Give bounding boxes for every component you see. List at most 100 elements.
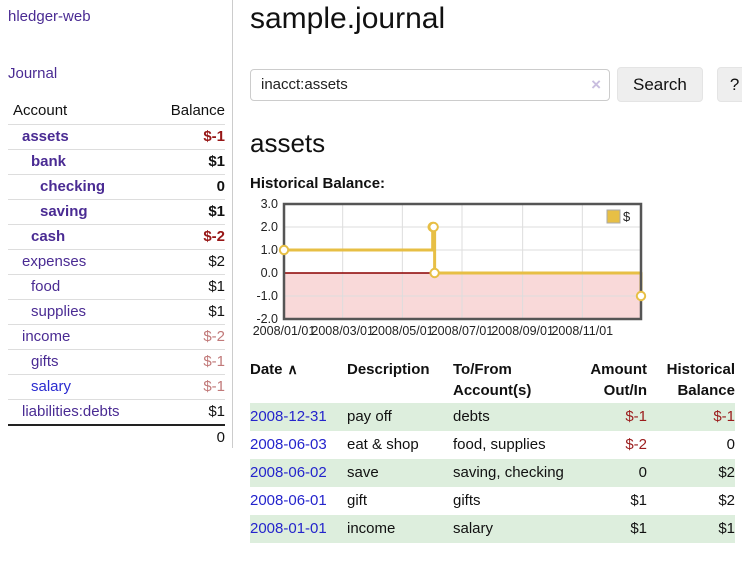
- search-button[interactable]: Search: [617, 67, 703, 102]
- accounts-header-account: Account: [8, 98, 150, 125]
- clear-search-icon[interactable]: ×: [591, 74, 601, 94]
- sidebar-account-link[interactable]: salary: [31, 378, 72, 395]
- register-header-to-from: To/From Account(s): [453, 361, 532, 399]
- svg-text:2008/01/01: 2008/01/01: [253, 324, 316, 338]
- transaction-date-link[interactable]: 2008-06-03: [250, 436, 327, 453]
- svg-text:2.0: 2.0: [261, 220, 278, 234]
- account-row: expenses $2: [8, 249, 225, 275]
- svg-text:0.0: 0.0: [261, 266, 278, 280]
- sidebar-account-link[interactable]: checking: [40, 178, 106, 195]
- svg-text:2008/05/01: 2008/05/01: [371, 324, 434, 338]
- accounts-total-value: 0: [149, 424, 225, 450]
- account-row: food $1: [8, 274, 225, 300]
- account-balance: $-1: [149, 124, 225, 150]
- register-header-historical: Historical Balance: [666, 361, 735, 399]
- register-header-date[interactable]: Date ∧: [250, 361, 298, 378]
- sidebar-account-link[interactable]: liabilities:debts: [22, 403, 120, 420]
- account-row: bank $1: [8, 149, 225, 175]
- account-row: salary $-1: [8, 374, 225, 400]
- page-title: sample.journal: [250, 2, 446, 35]
- accounts-header-balance: Balance: [149, 98, 225, 125]
- sidebar-account-link[interactable]: food: [31, 278, 61, 295]
- transaction-balance: 0: [726, 436, 735, 453]
- sidebar-item-journal[interactable]: Journal: [8, 65, 58, 82]
- account-row: cash $-2: [8, 224, 225, 250]
- balance-chart-svg: $3.0 2.0 1.0 0.0 -1.0 -2.02008/01/012008/03/0…: [253, 197, 647, 338]
- account-row: income $-2: [8, 324, 225, 350]
- accounts-total-row: 0: [8, 424, 225, 450]
- transaction-row[interactable]: 2008-01-01 income salary $1 $1: [250, 515, 735, 543]
- account-heading: assets: [250, 128, 326, 158]
- sidebar-account-link[interactable]: income: [22, 328, 71, 345]
- legend-swatch: [606, 209, 621, 224]
- sidebar-account-link[interactable]: assets: [22, 128, 69, 145]
- transaction-description: eat & shop: [347, 436, 419, 453]
- register-header-description: Description: [347, 361, 430, 378]
- account-balance: 0: [149, 174, 225, 200]
- transaction-balance: $2: [718, 464, 735, 481]
- main-content: sample.journal × Search ? assets Histori…: [233, 0, 742, 543]
- transaction-accounts: salary: [453, 520, 494, 537]
- transaction-balance: $-1: [713, 408, 735, 425]
- sidebar-account-link[interactable]: bank: [31, 153, 67, 170]
- transaction-accounts: saving, checking: [453, 464, 564, 481]
- transaction-description: pay off: [347, 408, 392, 425]
- sidebar: hledger-web Journal Account Balance asse…: [0, 0, 233, 543]
- search-form: × Search ?: [250, 67, 742, 102]
- legend-label: $: [623, 209, 631, 224]
- account-row: gifts $-1: [8, 349, 225, 375]
- account-row: supplies $1: [8, 299, 225, 325]
- transaction-accounts: food, supplies: [453, 436, 546, 453]
- svg-text:1.0: 1.0: [261, 243, 278, 257]
- account-row: checking 0: [8, 174, 225, 200]
- transaction-balance: $1: [718, 520, 735, 537]
- account-balance: $-1: [149, 374, 225, 400]
- sidebar-account-link[interactable]: saving: [40, 203, 88, 220]
- register-table: Date ∧ Description To/From Account(s) Amount O…: [250, 357, 735, 543]
- transaction-amount: $-2: [625, 436, 647, 453]
- svg-text:3.0: 3.0: [261, 197, 278, 211]
- account-balance: $1: [149, 399, 225, 426]
- transaction-date-link[interactable]: 2008-06-01: [250, 492, 327, 509]
- transaction-accounts: gifts: [453, 492, 481, 509]
- transaction-row[interactable]: 2008-06-03 eat & shop food, supplies $-2 0: [250, 431, 735, 459]
- brand-link[interactable]: hledger-web: [8, 8, 91, 25]
- transaction-row[interactable]: 2008-06-01 gift gifts $1 $2: [250, 487, 735, 515]
- transaction-balance: $2: [718, 492, 735, 509]
- account-balance: $1: [149, 274, 225, 300]
- account-balance: $1: [149, 299, 225, 325]
- sidebar-divider: [232, 0, 233, 448]
- svg-text:2008/11/01: 2008/11/01: [551, 324, 613, 338]
- sidebar-account-link[interactable]: cash: [31, 228, 66, 245]
- transaction-date-link[interactable]: 2008-01-01: [250, 520, 327, 537]
- svg-text:-1.0: -1.0: [256, 289, 278, 303]
- account-balance: $2: [149, 249, 225, 275]
- sidebar-account-link[interactable]: gifts: [31, 353, 59, 370]
- transaction-description: gift: [347, 492, 368, 509]
- transaction-date-link[interactable]: 2008-12-31: [250, 408, 327, 425]
- account-row: assets $-1: [8, 124, 225, 150]
- svg-text:-2.0: -2.0: [256, 312, 278, 326]
- account-balance: $-1: [149, 349, 225, 375]
- transaction-accounts: debts: [453, 408, 490, 425]
- historical-balance-chart: $3.0 2.0 1.0 0.0 -1.0 -2.0 2008/01/01 2008/03/0…: [250, 197, 742, 340]
- transaction-amount: $1: [630, 520, 647, 537]
- svg-text:2008/09/01: 2008/09/01: [491, 324, 554, 338]
- transaction-amount: $1: [630, 492, 647, 509]
- sidebar-account-link[interactable]: expenses: [22, 253, 87, 270]
- help-button[interactable]: ?: [716, 67, 742, 102]
- transaction-amount: $-1: [625, 408, 647, 425]
- svg-text:2008/07/01: 2008/07/01: [431, 324, 494, 338]
- account-row: liabilities:debts $1: [8, 399, 225, 426]
- sort-ascending-icon[interactable]: ∧: [287, 361, 298, 377]
- account-balance: $-2: [149, 224, 225, 250]
- account-balance: $-2: [149, 324, 225, 350]
- transaction-description: save: [347, 464, 379, 481]
- transaction-date-link[interactable]: 2008-06-02: [250, 464, 327, 481]
- search-input[interactable]: [250, 68, 610, 101]
- transaction-row[interactable]: 2008-12-31 pay off debts $-1 $-1: [250, 403, 735, 431]
- account-balance: $1: [149, 199, 225, 225]
- transaction-amount: 0: [638, 464, 647, 481]
- transaction-row[interactable]: 2008-06-02 save saving, checking 0 $2: [250, 459, 735, 487]
- sidebar-account-link[interactable]: supplies: [31, 303, 87, 320]
